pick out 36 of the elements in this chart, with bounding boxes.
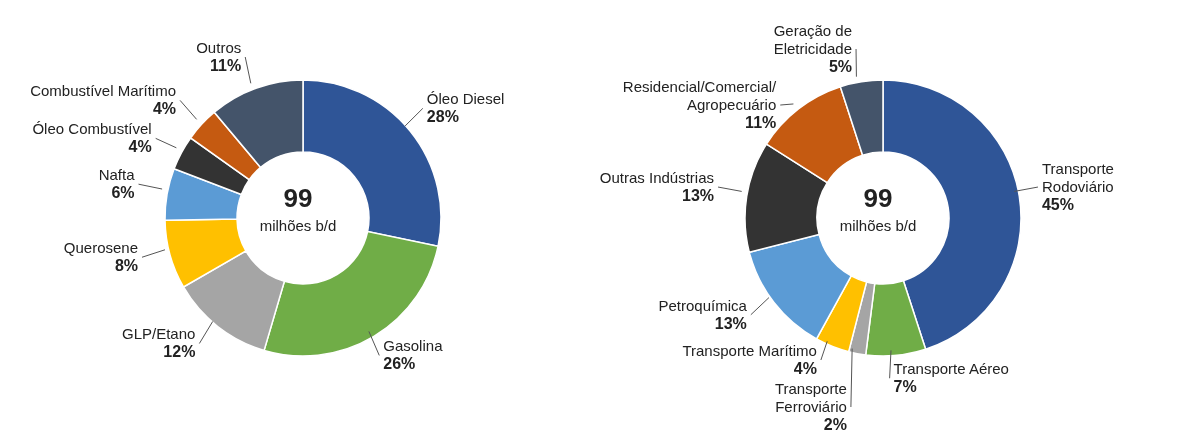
slice-label: Combustível Marítimo [30,82,177,100]
data-label: 2% [823,416,847,433]
slice-label: Nafta [98,166,136,184]
slice-label: Petroquímica [658,296,748,314]
data-label: 4% [793,360,817,377]
data-label: 8% [114,257,138,275]
data-label: 4% [152,100,177,118]
text: milhões b/d [839,217,917,234]
data-label: 28% [426,108,459,126]
slice-label: Transporte Ferroviário [774,380,847,415]
slice-label: Querosene [63,239,138,257]
slice-label: Transporte Rodoviário [1041,160,1114,196]
data-label: 4% [128,138,152,156]
slice-label: Outros [196,39,242,57]
data-label: 6% [111,184,135,202]
text: milhões b/d [259,217,337,234]
slice-label: Geração de Eletricidade [773,22,853,58]
slice-label: Óleo Combustível [32,120,152,138]
data-label: 5% [828,58,853,76]
data-label: 7% [893,378,917,396]
text: 99 [283,183,313,213]
data-label: 45% [1041,196,1074,214]
slice-label: Transporte Aéreo [893,360,1009,378]
data-label: 13% [714,314,747,332]
data-label: 11% [745,114,777,132]
slice-label: Residencial/Comercial/ Agropecuário [622,78,778,114]
data-label: 12% [163,343,196,361]
slice-label: Outras Indústrias [599,169,715,187]
slice-label: GLP/Etano [121,325,196,343]
slice-label: Óleo Diesel [426,90,505,108]
slice-label: Transporte Marítimo [682,342,817,359]
data-label: 11% [210,57,242,75]
data-label: 26% [383,355,416,373]
slice-label: Gasolina [383,337,444,355]
data-label: 13% [682,187,715,205]
text: 99 [863,183,893,213]
